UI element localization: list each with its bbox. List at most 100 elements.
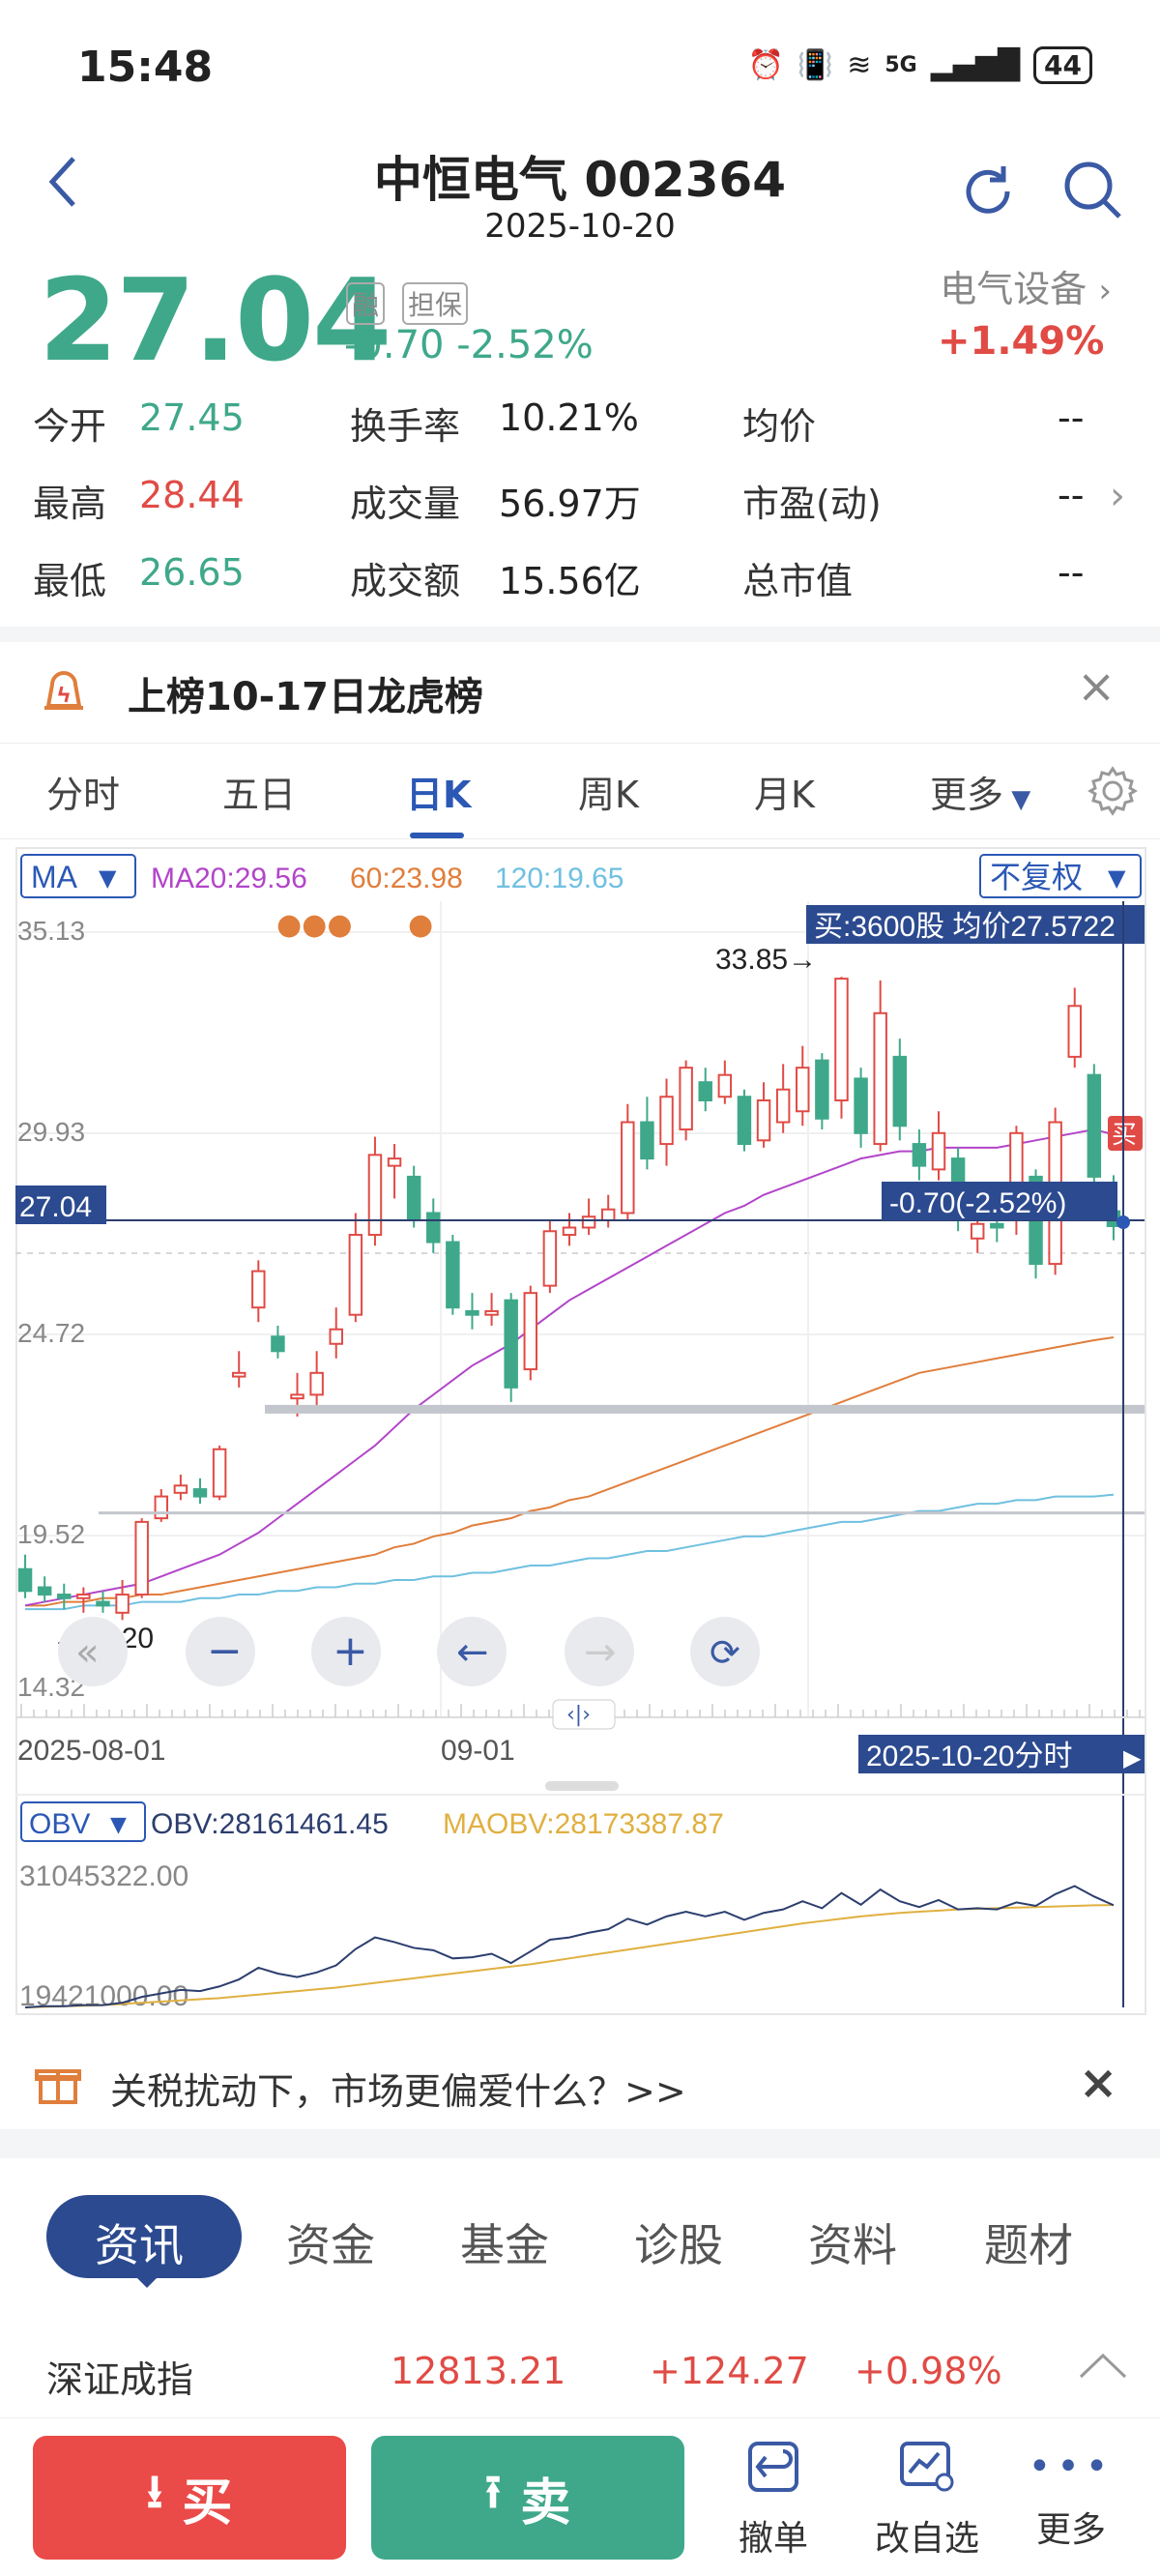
more-dots-icon: ••• <box>1028 2444 1115 2489</box>
candles <box>17 977 1121 1621</box>
close-icon[interactable]: × <box>1079 2056 1118 2110</box>
candle-body <box>484 1309 499 1316</box>
chevron-right-icon: › <box>1098 272 1112 310</box>
x-tick: 09-01 <box>441 1735 515 1767</box>
ma-selector[interactable]: MA <box>31 860 78 894</box>
page-title: 中恒电气 002364 <box>373 152 787 208</box>
zoom-out-button[interactable] <box>186 1617 255 1686</box>
play-icon: ▶ <box>1123 1744 1142 1771</box>
promo-notice[interactable]: 关税扰动下，市场更偏爱什么？>> × <box>0 2040 1160 2129</box>
scroll-left-button[interactable] <box>437 1617 507 1686</box>
change-value: -0.70 <box>344 323 445 367</box>
chevron-right-icon[interactable]: › <box>1110 474 1125 518</box>
kline-svg[interactable]: MA ▼ MA20:29.56 60:23.98 120:19.65 不复权 ▼… <box>15 847 1146 2015</box>
candle-body <box>367 1154 383 1237</box>
candle-body <box>426 1212 441 1244</box>
index-ticker[interactable]: 深证成指 12813.21 +124.27 +0.98% <box>0 2328 1160 2415</box>
ma120-legend: 120:19.65 <box>495 863 624 894</box>
event-marker[interactable]: ● <box>408 908 433 942</box>
high-label: 最高 <box>33 483 107 525</box>
refresh-icon[interactable] <box>957 161 1019 226</box>
sector-change: +1.49% <box>938 319 1105 364</box>
x-tick: 2025-08-01 <box>17 1735 165 1767</box>
low-label: 最低 <box>33 560 107 602</box>
minus-icon: − <box>207 1626 243 1676</box>
tab-intraday[interactable]: 分时 <box>46 774 121 816</box>
tab-five-day[interactable]: 五日 <box>222 774 297 816</box>
scroll-right-button[interactable] <box>565 1617 634 1686</box>
tab-funds-flow[interactable]: 资金 <box>286 2219 375 2271</box>
volume-value: 56.97万 <box>499 483 641 525</box>
status-bar: 15:48 ⏰ 📳 ≋ 5G ▂▄▆█ 44 <box>0 0 1160 135</box>
kline-chart[interactable]: MA ▼ MA20:29.56 60:23.98 120:19.65 不复权 ▼… <box>15 847 1146 2015</box>
tab-weekly-k[interactable]: 周K <box>578 774 639 816</box>
index-change: +124.27 <box>650 2350 809 2392</box>
candle-body <box>96 1600 110 1607</box>
drag-handle-icon[interactable]: ‹|› <box>566 1703 591 1727</box>
action-bar: ⭳ 买 ⭱ 卖 撤单 改自选 ••• 更多 <box>0 2417 1160 2576</box>
change-tag: -0.70(-2.52%) <box>889 1187 1066 1219</box>
turnover-value: 10.21% <box>499 396 639 439</box>
y-tick: 35.13 <box>17 916 85 946</box>
tab-news[interactable]: 资讯 <box>95 2219 184 2271</box>
buy-label: 买 <box>182 2474 233 2532</box>
adjust-selector[interactable]: 不复权 <box>990 860 1083 894</box>
candle-body <box>990 1222 1004 1229</box>
zoom-in-button[interactable] <box>311 1617 381 1686</box>
active-tab-pointer <box>133 2274 160 2288</box>
sector-link[interactable]: 电气设备 › <box>940 259 1112 312</box>
quote-row: 最高 28.44 成交量 56.97万 市盈(动) -- › <box>0 474 1160 551</box>
change-percent: -2.52% <box>456 323 594 367</box>
candle-body <box>698 1081 712 1101</box>
tab-fund[interactable]: 基金 <box>460 2219 549 2271</box>
pe-value: -- <box>1058 474 1085 516</box>
tab-diagnosis[interactable]: 诊股 <box>634 2219 723 2271</box>
shrink-button[interactable] <box>58 1617 128 1686</box>
volume-label: 成交量 <box>350 483 461 525</box>
signal-icon: ▂▄▆█ <box>930 48 1021 82</box>
candle-body <box>775 1088 791 1124</box>
tab-topic[interactable]: 题材 <box>984 2219 1073 2271</box>
candle-body <box>873 1011 887 1146</box>
more-button[interactable]: ••• 更多 <box>1013 2438 1129 2552</box>
timeline-button[interactable]: 2025-10-20分时 <box>866 1741 1072 1772</box>
active-tab-indicator <box>410 833 464 838</box>
cancel-order-button[interactable]: 撤单 <box>715 2438 831 2561</box>
close-icon[interactable]: × <box>1077 659 1116 714</box>
dragon-tiger-banner[interactable]: 上榜10-17日龙虎榜 × <box>0 642 1160 739</box>
candle-body <box>446 1241 460 1309</box>
quote-row: 今开 27.45 换手率 10.21% 均价 -- <box>0 396 1160 474</box>
back-icon[interactable] <box>43 153 81 225</box>
candle-body <box>581 1215 596 1229</box>
search-icon[interactable] <box>1061 159 1125 226</box>
tab-profile[interactable]: 资料 <box>808 2219 897 2271</box>
chart-period-tabs: 分时 五日 日K 周K 月K 更多 ▼ <box>0 743 1160 839</box>
tab-daily-k[interactable]: 日K <box>406 774 472 816</box>
caret-down-icon: ▼ <box>1108 864 1126 892</box>
candle-body <box>329 1328 343 1345</box>
plus-icon: + <box>333 1626 368 1676</box>
obv-selector[interactable]: OBV <box>29 1808 90 1840</box>
rotate-button[interactable] <box>690 1617 760 1686</box>
obv-tick: 31045322.00 <box>19 1860 188 1892</box>
sell-button[interactable]: ⭱ 卖 <box>371 2436 684 2560</box>
candle-body <box>854 1077 868 1134</box>
tab-more[interactable]: 更多 ▼ <box>930 765 1030 818</box>
buy-button[interactable]: ⭳ 买 <box>33 2436 346 2560</box>
candle-body <box>17 1567 33 1593</box>
price-change: -0.70 -2.52% <box>344 323 594 367</box>
tab-monthly-k[interactable]: 月K <box>754 774 815 816</box>
settings-gear-icon[interactable] <box>1087 765 1139 821</box>
edit-watchlist-button[interactable]: 改自选 <box>864 2438 990 2561</box>
chevron-up-icon[interactable] <box>1077 2352 1129 2385</box>
event-markers[interactable]: ●●● <box>276 908 353 942</box>
zoom-controls: « − + ← → ⟳ <box>58 1617 760 1686</box>
caret-down-icon: ▼ <box>110 1813 127 1837</box>
candle-body <box>562 1226 577 1237</box>
candle-body <box>1087 1073 1102 1178</box>
y-tick: 24.72 <box>17 1318 85 1348</box>
candle-body <box>465 1309 479 1316</box>
more-label: 更多 <box>1035 2510 1106 2550</box>
candle-body <box>679 1067 693 1131</box>
candle-body <box>892 1055 908 1127</box>
